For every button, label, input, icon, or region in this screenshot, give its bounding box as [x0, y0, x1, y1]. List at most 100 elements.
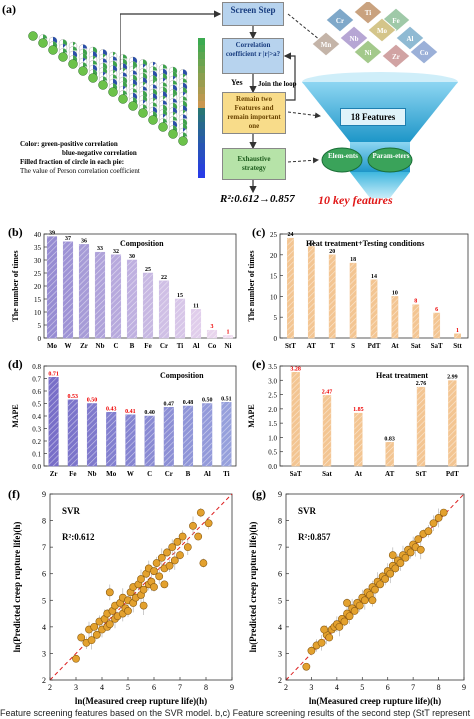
x-tick-label: Stt: [453, 342, 462, 350]
bar-hatch: [175, 299, 185, 338]
bar-hatch: [125, 414, 136, 466]
element-tile: [409, 39, 439, 65]
legend-line-1: Color: green-positive correlation: [20, 140, 118, 148]
element-tile: [339, 25, 369, 51]
corr-pie: [183, 119, 187, 126]
element-tile-label: Zr: [392, 53, 400, 61]
x-tick-label: Al: [204, 470, 211, 478]
x-tick-label: Fe: [144, 342, 151, 350]
corr-pie: [183, 74, 186, 78]
bar-hatch: [164, 407, 174, 466]
bar-value-label: 1: [227, 329, 230, 335]
corr-pie: [133, 57, 137, 64]
y-axis-label: MAPE: [11, 404, 20, 428]
corr-pie: [133, 93, 138, 100]
x-tick-label: 9: [462, 683, 466, 692]
correlation-box: Correlation coefficient r |r|>a?: [222, 38, 284, 74]
colorbar-segment: [198, 87, 205, 94]
bar-hatch: [349, 263, 357, 338]
x-tick-label: Sat: [322, 470, 332, 478]
chart-f: 2 3 4 5 6 7 8 9 2 3 4 5 6 7 8 9 SVR R²:0.612 ln(Measured c…: [12, 490, 234, 706]
bar-hatch: [68, 399, 78, 466]
corr-pie: [143, 73, 147, 80]
corr-diag-cell: [88, 73, 98, 83]
corr-pie: [173, 67, 177, 74]
colorbar-segment: [198, 136, 205, 143]
bar-value-label: 0.83: [384, 436, 395, 442]
r2-improvement: R²:0.612→0.857: [220, 193, 295, 205]
data-point: [302, 662, 311, 671]
y-axis-label: The number of times: [11, 250, 20, 321]
bar-value-label: 6: [435, 307, 438, 313]
data-point: [194, 532, 203, 541]
corr-diag-cell: [28, 31, 38, 41]
corr-pie: [153, 107, 157, 114]
x-tick-label: Cr: [165, 470, 173, 478]
panel-label-g: (g): [252, 487, 266, 501]
figure-caption: Feature screening features based on the …: [0, 708, 471, 718]
colorbar-segment: [198, 164, 205, 171]
data-point: [150, 583, 158, 591]
corr-pie: [163, 118, 167, 123]
data-point: [345, 612, 354, 621]
y-axis-label: MAPE: [247, 404, 256, 428]
data-point: [416, 545, 425, 554]
y-tick-label: 0.5: [268, 449, 277, 457]
bar-hatch: [79, 244, 89, 338]
x-tick-label: 6: [152, 683, 156, 692]
corr-pie: [103, 72, 106, 76]
colorbar-segment: [198, 108, 205, 115]
corr-pie: [113, 56, 117, 61]
bar-hatch: [47, 236, 57, 338]
y-tick-label: 5: [278, 596, 282, 605]
corr-pie: [83, 49, 87, 56]
corr-pie: [113, 52, 116, 56]
data-point: [155, 572, 164, 581]
bar-value-label: 0.40: [144, 410, 155, 416]
corr-diag-cell: [98, 80, 108, 90]
x-tick-label: Co: [208, 342, 217, 350]
x-tick-label: 3: [309, 683, 313, 692]
bar-hatch: [191, 309, 201, 338]
element-tile-label: Mn: [321, 41, 332, 49]
x-tick-label: Al: [193, 342, 200, 350]
corr-diag-cell: [158, 122, 168, 132]
bar-hatch: [202, 403, 212, 466]
bar-value-label: 3: [211, 324, 214, 330]
x-tick-label: Nb: [88, 470, 97, 478]
bar-value-label: 36: [81, 238, 87, 244]
data-point: [170, 556, 179, 565]
x-tick-label: W: [65, 342, 72, 350]
data-point: [105, 620, 114, 629]
bar-value-label: 0.51: [221, 396, 232, 402]
corr-pie: [63, 48, 67, 53]
element-tile: [325, 7, 355, 33]
element-tile: [395, 25, 425, 51]
data-point: [196, 508, 205, 517]
colorbar-segment: [198, 143, 205, 150]
legend-line-4: The value of Person correlation coeffici…: [20, 167, 140, 175]
bar-value-label: 14: [371, 274, 377, 280]
corr-pie: [153, 102, 157, 107]
y-tick-label: 10: [34, 309, 42, 317]
x-tick-label: 4: [100, 683, 104, 692]
plot-frame: [49, 493, 233, 681]
data-point: [139, 585, 148, 594]
data-point: [340, 617, 349, 626]
data-point: [424, 527, 433, 536]
bar-value-label: 22: [308, 240, 314, 246]
x-tick-label: StT: [285, 342, 296, 350]
corr-pie: [93, 56, 96, 60]
y-axis-label: The number of times: [247, 250, 256, 321]
corr-pie: [143, 86, 147, 91]
x-tick-label: 2: [284, 683, 288, 692]
data-point: [325, 633, 334, 642]
data-point: [434, 514, 443, 522]
x-tick-label: S: [351, 342, 355, 350]
element-tile-label: Fe: [392, 17, 399, 25]
corr-pie: [173, 103, 177, 110]
y-tick-label: 3.5: [268, 363, 277, 371]
bar-value-label: 0.71: [48, 371, 59, 377]
data-point: [401, 553, 410, 562]
corr-pie: [173, 85, 177, 92]
